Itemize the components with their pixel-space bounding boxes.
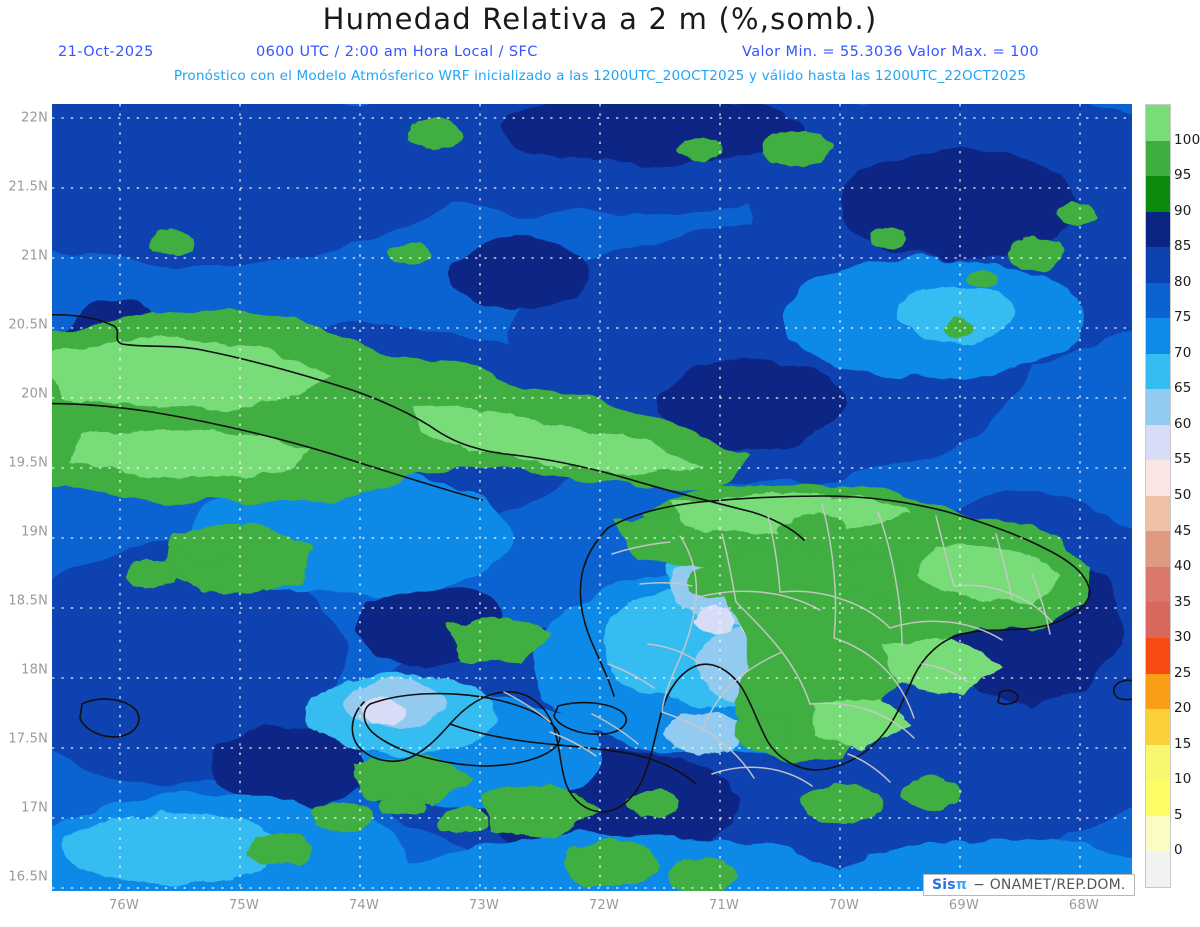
colorbar-tick: 40 (1174, 558, 1192, 575)
humidity-map (52, 104, 1132, 891)
lat-tick-19.5N: 19.5N (8, 455, 48, 471)
colorbar-tick: 0 (1174, 842, 1183, 859)
colorbar-tick: 75 (1174, 309, 1192, 326)
lon-tick-71W: 71W (708, 898, 740, 913)
colorbar-tick: 5 (1174, 806, 1183, 823)
colorbar-band (1146, 282, 1170, 319)
value-range-label: Valor Min. = 55.3036 Valor Max. = 100 (742, 44, 1040, 60)
forecast-date: 21-Oct-2025 (58, 44, 154, 60)
forecast-time: 0600 UTC / 2:00 am Hora Local / SFC (256, 44, 538, 60)
lat-tick-17.5N: 17.5N (8, 731, 48, 747)
colorbar-band (1146, 176, 1170, 212)
colorbar-band (1146, 389, 1170, 425)
lon-tick-76W: 76W (108, 898, 140, 913)
colorbar-band (1146, 637, 1170, 674)
colorbar-band (1146, 602, 1170, 638)
colorbar-tick: 80 (1174, 273, 1192, 290)
watermark-sis-text: Sis (932, 877, 956, 893)
colorbar-band (1146, 140, 1170, 177)
colorbar-tick: 20 (1174, 700, 1192, 717)
lat-tick-17N: 17N (21, 800, 48, 816)
lat-tick-18N: 18N (21, 662, 48, 678)
lon-tick-72W: 72W (588, 898, 620, 913)
colorbar-tick: 100 (1174, 131, 1200, 148)
colorbar-band (1146, 424, 1170, 461)
page-title: Humedad Relativa a 2 m (%,somb.) (322, 2, 878, 36)
colorbar-band (1146, 851, 1170, 887)
map-plot-area (52, 104, 1132, 891)
colorbar-tick: 30 (1174, 629, 1192, 646)
lon-tick-68W: 68W (1068, 898, 1100, 913)
colorbar-band (1146, 105, 1170, 141)
colorbar-tick-labels: 0 5 10 15 20 25 30 35 40 45 50 55 60 65 70 75 80 85 90 95 10… (1174, 104, 1200, 888)
colorbar-tick: 25 (1174, 664, 1192, 681)
watermark-org-text: − ONAMET/REP.DOM. (973, 877, 1126, 893)
colorbar (1145, 104, 1171, 888)
lon-tick-73W: 73W (468, 898, 500, 913)
latitude-axis: 22N 21.5N 21N 20.5N 20N 19.5N 19N 18.5N 18N 17.5N… (0, 0, 52, 927)
lon-tick-74W: 74W (348, 898, 380, 913)
colorbar-tick: 10 (1174, 771, 1192, 788)
colorbar-band (1146, 531, 1170, 567)
lon-tick-70W: 70W (828, 898, 860, 913)
colorbar-band (1146, 815, 1170, 852)
colorbar-tick: 35 (1174, 593, 1192, 610)
colorbar-tick: 45 (1174, 522, 1192, 539)
model-description: Pronóstico con el Modelo Atmósferico WRF… (173, 68, 1027, 84)
colorbar-band (1146, 566, 1170, 603)
chart-header: Humedad Relativa a 2 m (%,somb.) 21-Oct-… (0, 0, 1200, 96)
lon-tick-75W: 75W (228, 898, 260, 913)
colorbar-tick: 15 (1174, 735, 1192, 752)
colorbar-band (1146, 709, 1170, 745)
colorbar-tick: 55 (1174, 451, 1192, 468)
colorbar-tick: 95 (1174, 167, 1192, 184)
colorbar-tick: 60 (1174, 415, 1192, 432)
attribution-watermark: Sis π − ONAMET/REP.DOM. (923, 874, 1135, 896)
watermark-pi-icon: π (955, 877, 968, 893)
colorbar-band (1146, 353, 1170, 390)
colorbar-band (1146, 495, 1170, 532)
colorbar-band (1146, 318, 1170, 354)
lat-tick-18.5N: 18.5N (8, 593, 48, 609)
colorbar-band (1146, 673, 1170, 710)
lat-tick-20.5N: 20.5N (8, 317, 48, 333)
colorbar-tick: 85 (1174, 238, 1192, 255)
lat-tick-16.5N: 16.5N (8, 869, 48, 885)
colorbar-band (1146, 460, 1170, 496)
lat-tick-21N: 21N (21, 248, 48, 264)
lat-tick-19N: 19N (21, 524, 48, 540)
colorbar-tick: 65 (1174, 380, 1192, 397)
colorbar-band (1146, 744, 1170, 781)
colorbar-band (1146, 780, 1170, 816)
lat-tick-22N: 22N (21, 110, 48, 126)
colorbar-tick: 70 (1174, 344, 1192, 361)
lat-tick-20N: 20N (21, 386, 48, 402)
colorbar-band (1146, 247, 1170, 283)
subtitle-row: 21-Oct-2025 0600 UTC / 2:00 am Hora Loca… (0, 44, 1200, 64)
colorbar-tick: 50 (1174, 487, 1192, 503)
colorbar-band (1146, 211, 1170, 248)
lat-tick-21.5N: 21.5N (8, 179, 48, 195)
lon-tick-69W: 69W (948, 898, 980, 913)
colorbar-tick: 90 (1174, 202, 1192, 219)
